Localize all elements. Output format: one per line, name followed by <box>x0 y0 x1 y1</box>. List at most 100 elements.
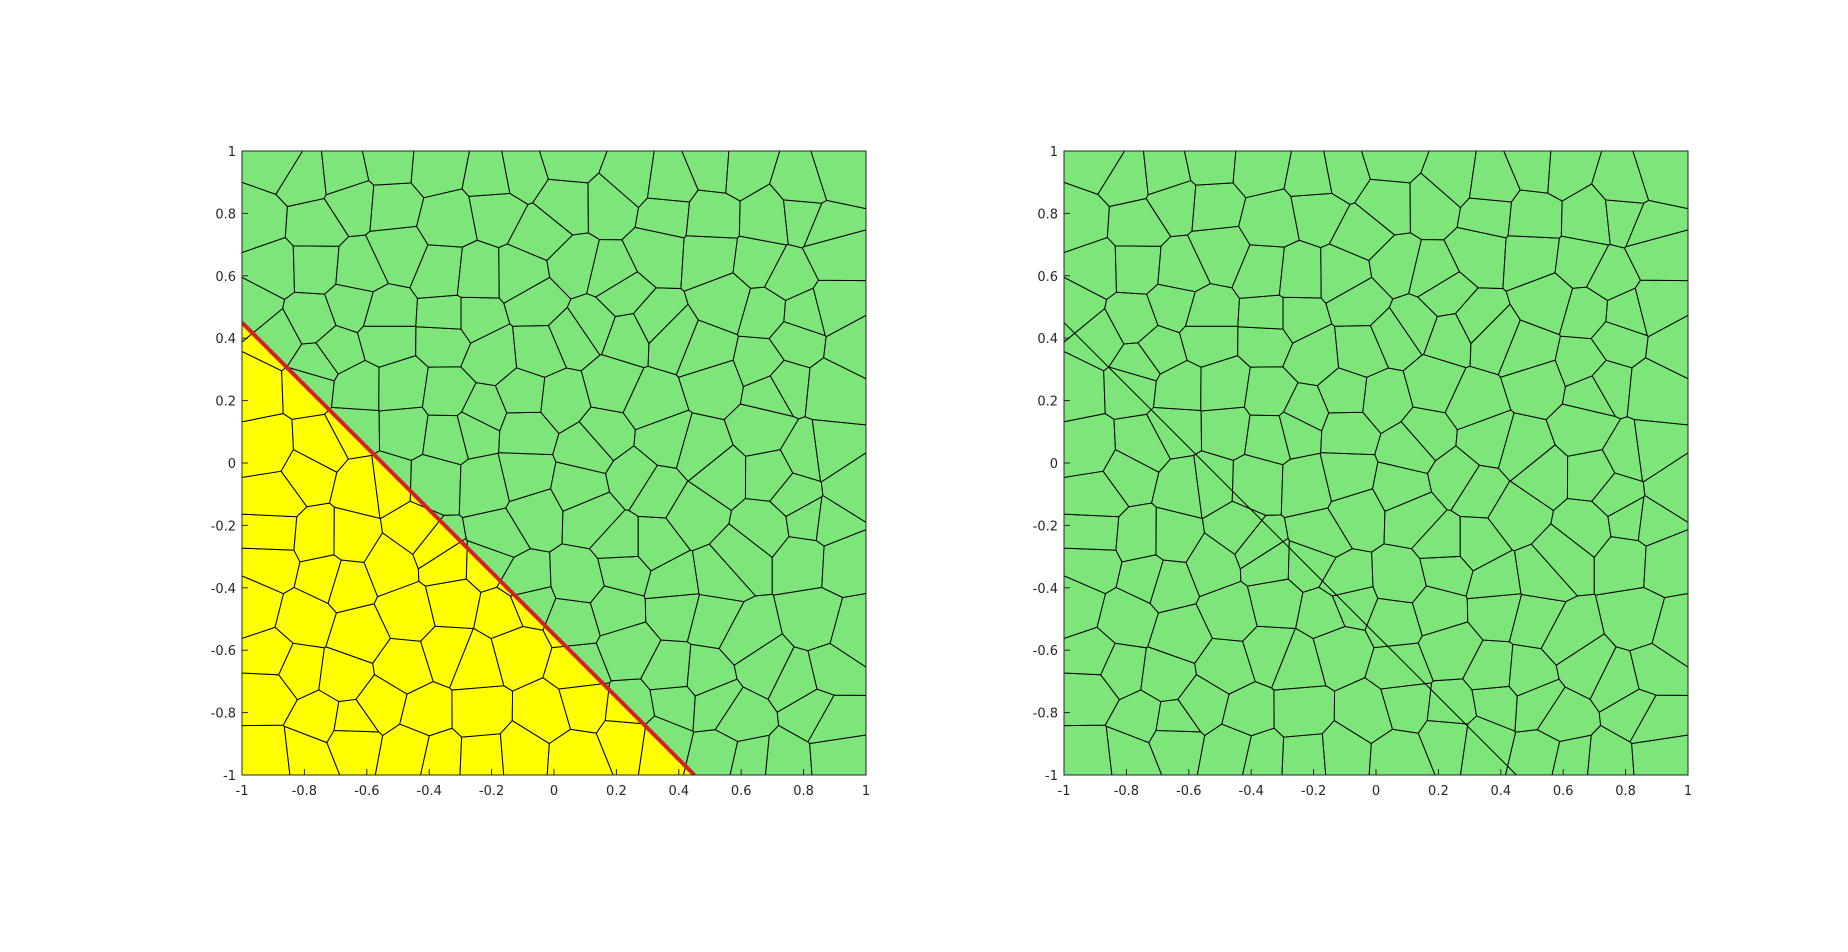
cell-fill <box>1445 366 1511 430</box>
cell-fill-above-line <box>821 452 866 523</box>
cell-fill-above-line <box>282 292 336 344</box>
cell-fill-above-line <box>687 644 738 696</box>
cell-fill-above-line <box>532 179 589 235</box>
cell-fill-above-line <box>285 198 349 247</box>
x-tick-label: -0.6 <box>1176 784 1201 799</box>
cell-fill-above-line <box>410 454 461 516</box>
cell-fill-above-line <box>605 445 658 511</box>
cell-fill <box>1202 501 1266 555</box>
cell-fill-below-line <box>399 681 453 736</box>
cell-fill-above-line <box>324 284 374 333</box>
cell-fill-below-line <box>500 720 550 775</box>
cell-fill <box>1114 414 1171 473</box>
cell-fill-above-line <box>638 516 691 571</box>
cell-fill-above-line <box>734 633 795 700</box>
cell-fill <box>1354 179 1411 235</box>
cell-fill-above-line <box>686 189 741 239</box>
cell-edge <box>1632 151 1688 210</box>
y-tick-label: 0.6 <box>1037 270 1058 285</box>
cell-fill-above-line <box>552 421 614 474</box>
cell-fill <box>1064 514 1119 551</box>
cell-fill-below-line <box>558 683 609 734</box>
cell-fill-above-line <box>498 243 550 304</box>
cell-fill-below-line <box>326 730 383 775</box>
cell-fill-above-line <box>242 151 303 195</box>
cell-fill <box>1233 151 1292 198</box>
cell-fill <box>1155 507 1205 563</box>
cell-fill <box>1632 151 1688 209</box>
x-tick-label: -1 <box>236 784 249 799</box>
cell-fill-above-line <box>807 695 866 744</box>
cell-fill-above-line <box>501 151 549 205</box>
cell-fill <box>1498 412 1556 482</box>
cell-fill-above-line <box>468 193 529 248</box>
x-tick-label: -0.8 <box>292 784 317 799</box>
y-tick-label: -0.4 <box>1033 582 1058 597</box>
cell-fill-below-line <box>283 689 339 743</box>
cell-fill-below-line <box>371 454 411 519</box>
cell-fill-above-line <box>595 271 657 317</box>
cell-fill-above-line <box>461 297 510 344</box>
cell-fill <box>1279 411 1322 460</box>
cell-edge <box>809 734 866 775</box>
cell-fill <box>1591 321 1649 368</box>
y-tick-label: -1 <box>1045 769 1058 784</box>
cell-fill <box>1332 586 1378 631</box>
cell-fill-above-line <box>495 367 545 413</box>
cell-fill-below-line <box>374 581 436 642</box>
cell-fill-below-line <box>372 638 434 695</box>
x-tick-label: 0 <box>1372 784 1380 799</box>
cell-fill-above-line <box>369 182 424 232</box>
cell-fill-above-line <box>628 465 688 518</box>
cell-fill-above-line <box>321 151 369 195</box>
cell-fill <box>1427 678 1477 724</box>
y-tick-label: 0 <box>1050 457 1058 472</box>
cell-fill <box>1466 550 1521 599</box>
cell-fill <box>1629 643 1688 696</box>
cell-fill-above-line <box>315 325 366 375</box>
cell-fill-below-line <box>466 547 501 593</box>
cell-fill <box>1559 287 1608 339</box>
cell-fill <box>1591 151 1649 204</box>
cell-fill-below-line <box>242 627 294 675</box>
cell-fill-above-line <box>648 304 699 375</box>
left-mesh-cells <box>242 151 866 775</box>
cell-fill <box>1320 452 1378 502</box>
x-tick-label: 0.8 <box>793 784 814 799</box>
cell-fill <box>1443 227 1507 289</box>
cut-line <box>242 321 696 775</box>
cell-fill-below-line <box>460 733 504 775</box>
cell-fill <box>1186 532 1241 597</box>
cell-fill <box>1313 626 1375 692</box>
cell-fill-above-line <box>505 488 563 553</box>
cell-fill <box>1408 239 1460 297</box>
cell-fill <box>1503 151 1551 194</box>
cell-fill <box>1625 200 1688 247</box>
cell-fill <box>1505 729 1560 775</box>
cell-fill <box>1410 172 1461 240</box>
cell-fill <box>1115 503 1157 562</box>
y-tick-label: 0 <box>228 457 236 472</box>
cell-fill <box>1643 452 1688 523</box>
cell-fill <box>1064 548 1122 594</box>
cell-fill-below-line <box>325 603 391 664</box>
cell-edge <box>810 151 866 210</box>
cell-fill-above-line <box>457 411 500 460</box>
x-tick-label: -0.2 <box>479 784 504 799</box>
cell-fill <box>1064 351 1106 422</box>
cell-fill <box>1455 287 1511 344</box>
cell-edge <box>1634 279 1688 338</box>
cell-fill <box>1500 360 1566 420</box>
cell-fill-above-line <box>462 151 510 197</box>
cell-fill <box>1322 720 1372 775</box>
cell-fill <box>1185 283 1240 327</box>
left-y-tick-labels: -1 -0.8 -0.6 -0.4 -0.2 0 0.2 0.4 0.6 0.8 1 <box>211 145 248 784</box>
cell-fill <box>1283 382 1329 431</box>
cell-fill-above-line <box>724 404 799 457</box>
cell-fill <box>1200 355 1251 411</box>
cell-fill-below-line <box>334 699 379 732</box>
cell-fill-above-line <box>500 548 552 596</box>
cell-fill-above-line <box>739 183 789 246</box>
cell-fill <box>1327 488 1385 553</box>
